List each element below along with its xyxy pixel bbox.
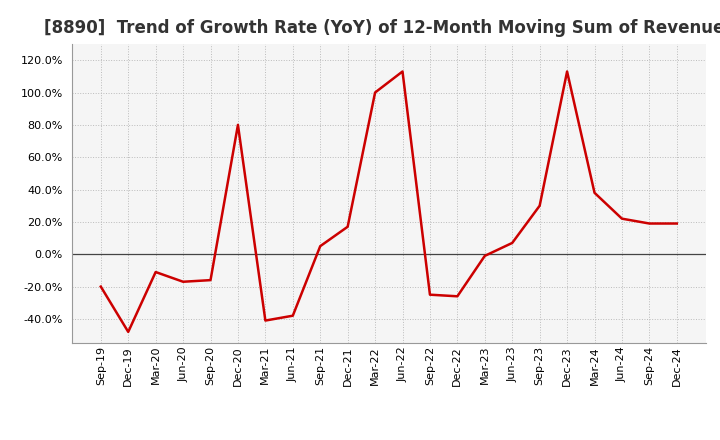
Title: [8890]  Trend of Growth Rate (YoY) of 12-Month Moving Sum of Revenues: [8890] Trend of Growth Rate (YoY) of 12-… (44, 19, 720, 37)
